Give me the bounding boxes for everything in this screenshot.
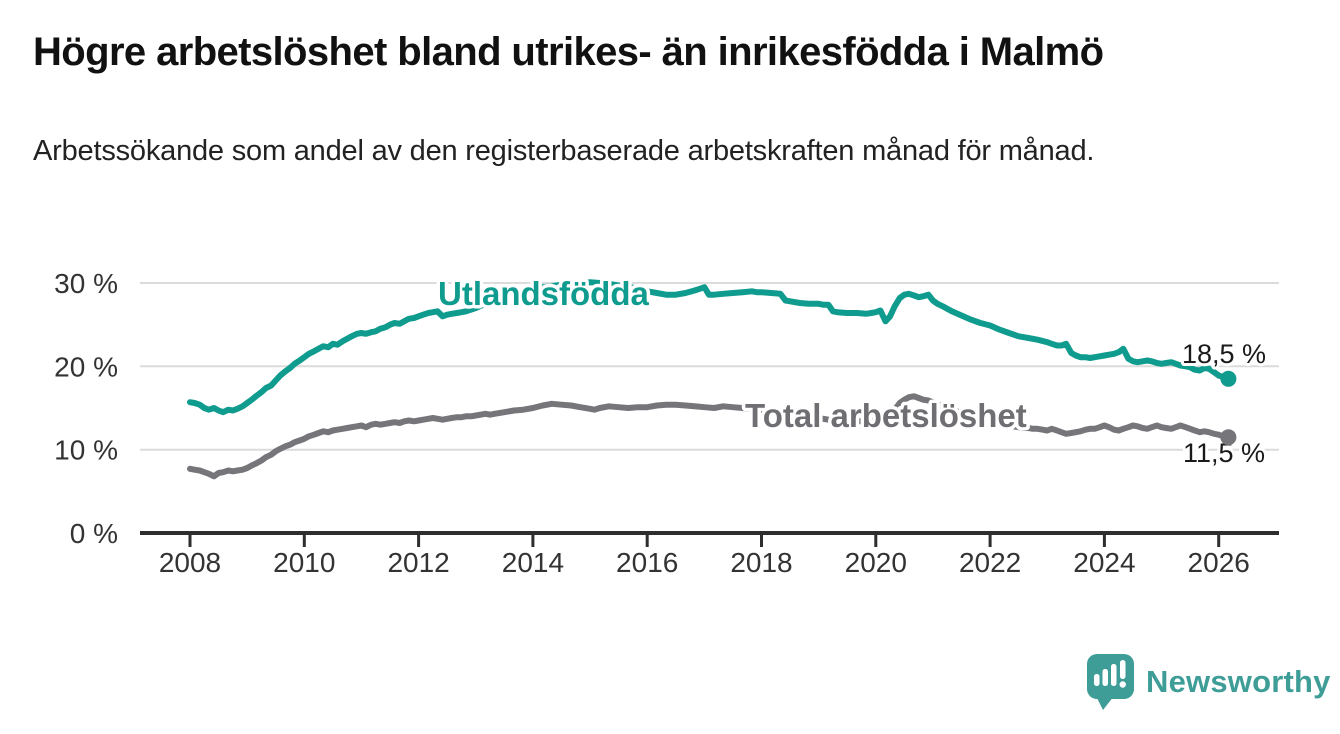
newsworthy-logo-text: Newsworthy [1146, 664, 1331, 699]
x-tick-label: 2020 [845, 547, 907, 578]
x-tick-label: 2014 [502, 547, 564, 578]
end-dot-utlandsfodda [1220, 370, 1237, 387]
y-tick-label: 20 % [54, 351, 118, 382]
x-tick-label: 2026 [1188, 547, 1250, 578]
newsworthy-logo-icon [1087, 654, 1134, 710]
y-tick-label: 10 % [54, 435, 118, 466]
x-tick-label: 2022 [959, 547, 1021, 578]
newsworthy-logo: Newsworthy [1086, 653, 1331, 711]
y-tick-label: 0 % [70, 518, 118, 549]
series-line-utlandsfodda [187, 279, 1232, 416]
series-label-total: Total arbetslöshet [745, 397, 1027, 434]
x-tick-label: 2010 [273, 547, 335, 578]
gridlines [140, 282, 1279, 451]
axis-tick-labels: 0 % 10 % 20 % 30 % 2008 2010 2012 2014 2016 2018 2… [54, 268, 1250, 578]
x-tick-label: 2024 [1073, 547, 1135, 578]
chart-title: Högre arbetslöshet bland utrikes- än inr… [33, 30, 1104, 74]
series-line-total [187, 393, 1232, 480]
x-tick-label: 2008 [159, 547, 221, 578]
x-tick-label: 2018 [730, 547, 792, 578]
series-end-dots [1220, 370, 1237, 446]
end-dot-total [1220, 429, 1237, 446]
end-value-label-utlandsfodda: 18,5 % [1182, 339, 1266, 369]
x-tick-label: 2016 [616, 547, 678, 578]
chart-subtitle: Arbetssökande som andel av den registerb… [33, 135, 1095, 167]
series-label-utlandsfodda: Utlandsfödda [438, 275, 649, 312]
axes [140, 531, 1279, 547]
x-tick-label: 2012 [387, 547, 449, 578]
data-series [187, 279, 1232, 480]
y-tick-label: 30 % [54, 268, 118, 299]
